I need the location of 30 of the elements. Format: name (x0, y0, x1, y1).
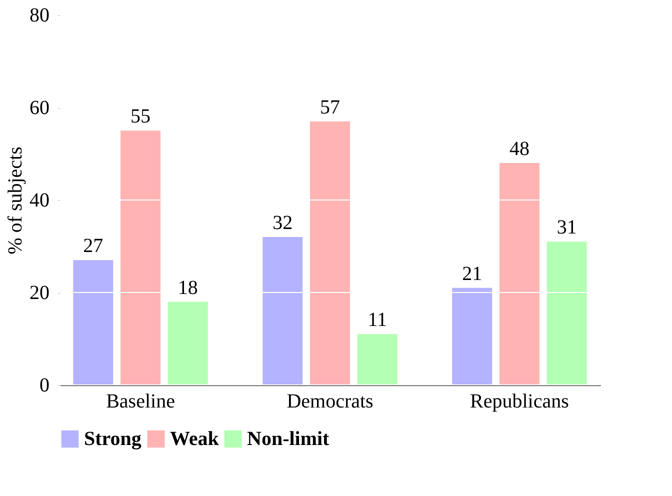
bar (499, 163, 540, 385)
bar (73, 260, 114, 385)
x-tick-label: Democrats (286, 390, 374, 412)
data-label: 21 (462, 262, 482, 285)
y-tick-label: 20 (30, 282, 50, 304)
legend-label: Weak (170, 428, 220, 450)
y-tick-label: 80 (30, 4, 50, 26)
data-label: 11 (368, 309, 387, 332)
data-label: 48 (509, 138, 530, 160)
bar (262, 237, 303, 385)
data-label: 55 (130, 106, 151, 128)
bar (546, 242, 587, 385)
bar (310, 121, 350, 385)
legend-label: Non-limit (247, 428, 330, 450)
x-tick-label: Republicans (470, 390, 570, 412)
bar (452, 288, 492, 385)
x-tick-label: Baseline (106, 390, 176, 412)
y-tick-label: 0 (40, 374, 50, 396)
bar (120, 130, 161, 385)
bar (168, 302, 208, 385)
data-label: 57 (320, 96, 340, 118)
data-label: 32 (272, 212, 293, 234)
data-label: 18 (178, 276, 198, 299)
y-tick-label: 60 (30, 97, 50, 119)
bar (357, 334, 398, 385)
data-label: 31 (556, 216, 577, 239)
legend-label: Strong (84, 428, 142, 450)
y-axis-title: % of subjects (4, 146, 26, 254)
data-label: 27 (83, 235, 104, 258)
y-tick-label: 40 (30, 190, 50, 212)
